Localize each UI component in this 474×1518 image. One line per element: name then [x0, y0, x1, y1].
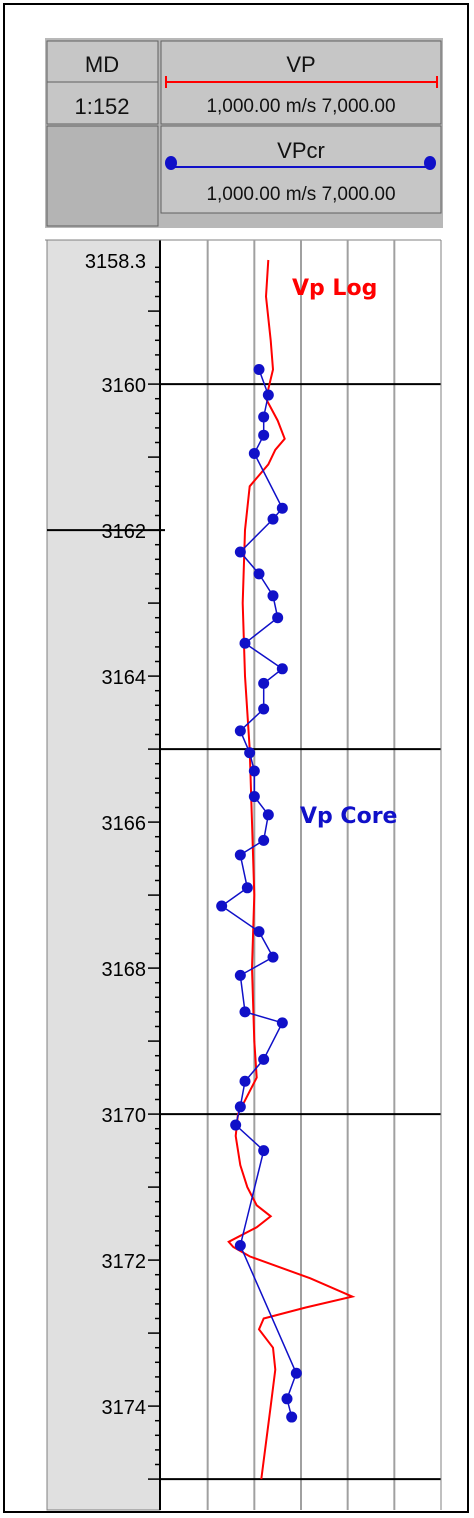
vpcr-scale-left-marker — [165, 156, 177, 170]
vp-core-point — [234, 725, 246, 737]
md-title: MD — [85, 52, 119, 77]
vp-core-point — [248, 791, 260, 803]
vp-core-point — [258, 1145, 270, 1157]
depth-tick-label: 3160 — [102, 375, 147, 397]
md-scale: 1:152 — [74, 94, 129, 119]
depth-tick-label: 3170 — [102, 1105, 147, 1127]
vp-core-point — [276, 502, 288, 514]
vp-core-point — [272, 612, 284, 624]
vp-core-point — [267, 951, 279, 963]
vp-range: 1,000.00 m/s 7,000.00 — [206, 96, 395, 117]
vpcr-scale-right-marker — [424, 156, 436, 170]
vp-core-point — [290, 1367, 302, 1379]
vp-core-point — [239, 637, 251, 649]
vp-core-point — [258, 411, 270, 423]
vp-core-point — [267, 590, 279, 602]
vp-core-point — [253, 364, 265, 375]
vp-core-point — [276, 1017, 288, 1029]
vp-core-point — [234, 969, 246, 981]
vp-core-point — [216, 900, 228, 912]
depth-tick-label: 3172 — [102, 1251, 147, 1273]
depth-tick-label: 3168 — [102, 959, 147, 981]
vp-core-point — [234, 1240, 246, 1251]
vp-core-point — [234, 546, 246, 558]
vp-core-point — [230, 1119, 242, 1131]
depth-tick-label: 3164 — [102, 667, 147, 689]
depth-tick-label: 3174 — [102, 1397, 147, 1419]
vp-core-point — [262, 389, 274, 401]
vpcr-range: 1,000.00 m/s 7,000.00 — [206, 184, 395, 205]
md-header-empty-cell — [46, 125, 159, 227]
depth-track — [46, 239, 161, 1511]
vp-core-point — [241, 882, 253, 894]
vp-core-point — [286, 1411, 298, 1423]
vp-core-point — [248, 765, 260, 777]
vp-core-point — [239, 1075, 251, 1087]
vp-core-point — [262, 809, 274, 821]
vpcr-title: VPcr — [277, 138, 325, 163]
vp-core-point — [258, 1053, 270, 1065]
vp-core-point — [253, 926, 265, 938]
vp-core-point — [281, 1393, 293, 1405]
vp-core-point — [234, 1101, 246, 1113]
vp-core-point — [248, 447, 260, 459]
vp-core-point — [244, 747, 256, 759]
vp-core-point — [253, 568, 265, 580]
vp-core-point — [239, 1006, 251, 1018]
vp-core-point — [267, 513, 279, 525]
depth-tick-label: 3158.3 — [85, 251, 146, 273]
vp-core-annotation: Vp Core — [300, 804, 397, 829]
vp-core-point — [258, 703, 270, 715]
vp-core-point — [258, 677, 270, 689]
vp-core-point — [234, 849, 246, 861]
depth-tick-label: 3162 — [102, 521, 147, 543]
vp-core-point — [276, 663, 288, 675]
depth-tick-label: 3166 — [102, 813, 147, 835]
vp-core-point — [258, 429, 270, 441]
vp-core-point — [258, 834, 270, 846]
vpcr-header-cell — [160, 125, 442, 214]
vp-log-annotation: Vp Log — [292, 276, 377, 301]
vp-title: VP — [286, 52, 315, 77]
